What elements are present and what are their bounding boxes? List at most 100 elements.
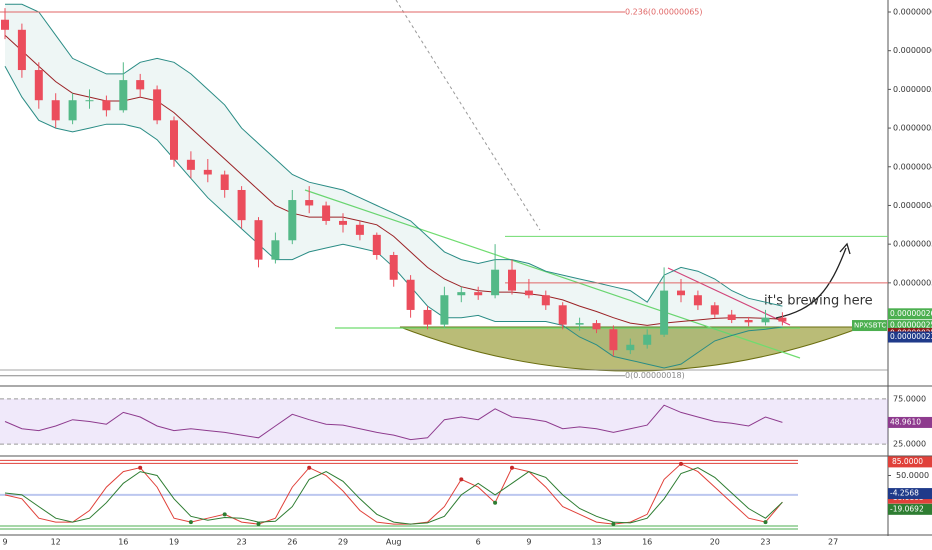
candle-body xyxy=(558,305,567,325)
candle-body xyxy=(524,290,533,296)
y-tick-label: 0.00000045 xyxy=(893,162,932,171)
rsi-line xyxy=(4,404,783,441)
price-tag-box xyxy=(888,320,932,332)
x-tick-label: 16 xyxy=(642,538,652,547)
x-tick-label: Aug xyxy=(386,538,402,547)
candle-body xyxy=(305,200,314,206)
candle-body xyxy=(423,309,432,325)
candle-body xyxy=(85,100,94,102)
x-tick-label: 9 xyxy=(2,538,7,547)
x-tick-label: 27 xyxy=(828,538,838,547)
candle-body xyxy=(389,254,398,280)
symbol-box xyxy=(852,320,887,332)
y-tick-label: 0.00000035 xyxy=(893,240,932,249)
price-tag-label: 0.00000025 xyxy=(890,321,932,330)
symbol-label: NPXSBTC xyxy=(854,322,886,330)
annotation: it's brewing here xyxy=(764,294,873,309)
price-tag-box xyxy=(888,308,932,320)
candle-body xyxy=(339,220,347,225)
candle-body xyxy=(51,100,60,121)
y-tick-label: 0.00000050 xyxy=(893,124,932,133)
y-tick-label: 0.00000060 xyxy=(893,46,932,55)
candle-body xyxy=(17,29,26,71)
y-tick-label: 0.00000055 xyxy=(893,85,932,94)
candle-body xyxy=(592,323,601,330)
candle-body xyxy=(372,234,381,255)
x-tick-label: 19 xyxy=(169,538,179,547)
arrow-head xyxy=(839,242,851,255)
x-tick-label: 16 xyxy=(118,538,128,547)
level-label: 0(0.00000018) xyxy=(625,371,685,380)
cross-dot xyxy=(188,520,193,525)
y-tick-label: 85.0000 xyxy=(892,457,923,466)
stoch-line xyxy=(4,467,783,525)
x-tick-label: 23 xyxy=(760,538,770,547)
stoch-line xyxy=(4,463,783,525)
x-tick-label: 12 xyxy=(51,538,61,547)
candle-body xyxy=(288,200,297,241)
candle-body xyxy=(643,334,652,345)
candle-body xyxy=(744,319,753,323)
candle-body xyxy=(727,314,736,320)
x-tick-label: 6 xyxy=(476,538,481,547)
candle-body xyxy=(677,290,685,296)
candle-body xyxy=(153,89,162,121)
price-tag-box xyxy=(888,488,932,500)
price-tag-box xyxy=(888,416,932,428)
trendline xyxy=(667,267,791,326)
trendline xyxy=(304,189,801,359)
y-tick-label: 50.0000 xyxy=(896,471,929,480)
candle-body xyxy=(254,220,263,260)
price-tag-label: -4.2568 xyxy=(890,489,919,498)
candle-body xyxy=(541,295,550,306)
candle-body xyxy=(761,317,770,323)
candle-body xyxy=(271,240,280,260)
candle-body xyxy=(170,120,178,160)
price-tag-label: 0.00000023 xyxy=(890,332,932,341)
x-tick-label: 13 xyxy=(591,538,601,547)
cross-dot xyxy=(222,512,227,517)
candle-body xyxy=(203,169,212,175)
cross-dot xyxy=(459,477,464,482)
x-tick-label: 29 xyxy=(338,538,348,547)
cross-dot xyxy=(138,465,143,470)
candle-body xyxy=(220,174,229,190)
candle-body xyxy=(457,292,466,296)
y-tick-label: 0.00000030 xyxy=(893,278,932,287)
x-tick-label: 26 xyxy=(287,538,297,547)
candle-body xyxy=(322,205,331,221)
candle-body xyxy=(474,292,483,296)
cross-dot xyxy=(493,500,498,505)
price-tag-box xyxy=(888,456,932,468)
y-tick-label: 75.0000 xyxy=(893,394,926,403)
candle-body xyxy=(68,100,77,121)
cross-dot xyxy=(763,520,768,525)
price-tag-label: 48.9610 xyxy=(890,417,921,426)
candle-body xyxy=(102,100,111,111)
cross-dot xyxy=(679,461,683,466)
price-tag-box xyxy=(888,503,932,515)
cross-dot xyxy=(307,465,312,470)
y-tick-label: 0.00000040 xyxy=(893,201,932,210)
candle-body xyxy=(440,295,449,325)
candle-body xyxy=(136,80,145,90)
x-tick-label: 9 xyxy=(526,538,531,547)
level-label: 0.236(0.00000065) xyxy=(625,7,703,16)
x-tick-label: 23 xyxy=(237,538,247,547)
cross-dot xyxy=(510,465,514,470)
candle-body xyxy=(626,344,635,351)
y-tick-label: 25.0000 xyxy=(893,440,926,449)
candle-body xyxy=(710,305,719,315)
candle-body xyxy=(609,329,618,351)
cross-dot xyxy=(256,522,261,527)
bollinger-upper xyxy=(5,3,783,307)
candle-body xyxy=(508,269,516,291)
candle-body xyxy=(778,317,787,322)
bollinger-fill xyxy=(5,4,783,368)
candle-body xyxy=(406,279,415,310)
price-tag-label: 0.00000026 xyxy=(890,309,932,318)
y-tick-label: 0.00000065 xyxy=(893,7,932,16)
x-tick-label: 20 xyxy=(710,538,720,547)
rsi-band xyxy=(0,398,888,445)
